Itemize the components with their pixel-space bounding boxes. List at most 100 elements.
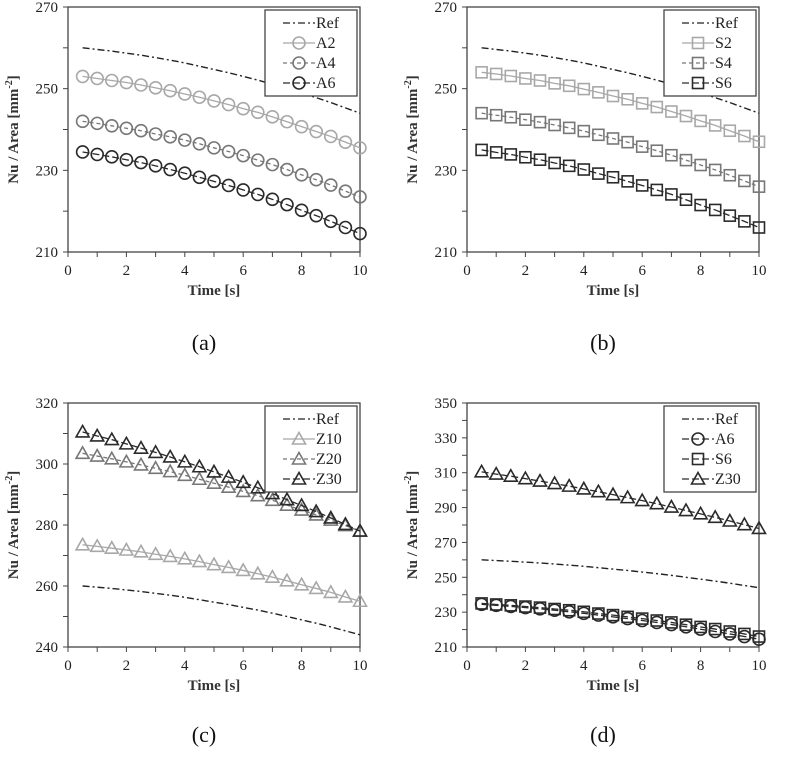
data-point-z20 [133,456,149,471]
data-point-s6 [489,146,503,159]
data-point-s4 [548,118,561,132]
data-point-a6 [105,150,119,164]
series-line-s6 [481,149,760,229]
data-point-s6 [694,620,707,634]
legend-label-a2: A2 [316,35,336,52]
data-point-a4 [250,153,265,167]
panel-caption: (d) [590,722,616,747]
legend-marker-s6 [691,452,705,466]
data-point-z10 [103,540,120,554]
data-point-z10 [308,580,325,595]
data-point-a6 [309,208,324,223]
series-line-s4 [481,112,760,188]
data-point-a6 [353,226,367,241]
data-point-a6 [338,220,353,235]
data-point-z30 [74,423,91,438]
data-point-a2 [265,110,280,124]
data-point-s4 [708,163,722,177]
y-axis-label: Nu / Area [mm-2] [403,471,421,579]
x-tick-label: 2 [123,263,131,279]
data-point-z20 [249,487,266,502]
data-point-s6 [533,153,547,167]
y-tick-label: 350 [435,396,458,412]
data-point-a6 [163,162,177,177]
data-point-a6 [207,174,221,189]
data-point-a4 [221,144,236,159]
data-point-a6 [148,159,163,173]
data-point-a6 [119,152,134,167]
data-point-a2 [250,105,265,120]
y-axis-label-text: Nu / Area [mm [6,88,22,184]
legend-box [264,405,358,493]
data-point-s2 [723,124,737,138]
data-point-z30 [648,495,665,510]
data-point-s6 [548,602,561,616]
x-tick-label: 2 [123,658,131,674]
data-point-s6 [475,143,488,157]
legend-marker-a4 [292,56,306,70]
data-point-s2 [694,114,707,128]
series-line-a6 [82,151,361,235]
data-point-a2 [338,135,353,149]
data-point-s4 [562,121,576,135]
y-tick-label: 230 [435,163,458,179]
data-point-z10 [147,546,164,561]
data-point-z30 [264,485,281,500]
data-point-a2 [294,119,309,134]
x-axis-label: Time [s] [188,678,241,694]
data-point-s2 [519,72,532,85]
data-point-a6 [294,203,309,218]
data-point-s6 [592,167,605,180]
data-point-s4 [475,106,488,120]
data-point-s6 [533,601,547,614]
data-point-s6 [635,179,649,192]
data-point-z10 [89,538,106,553]
x-tick-label: 8 [298,263,306,279]
data-point-a4 [323,178,338,192]
legend-marker-z30 [291,470,307,485]
data-point-s6 [635,612,649,625]
x-axis-label: Time [s] [587,283,640,299]
series-line-a4 [82,120,361,198]
legend-label-s6: S6 [715,451,732,468]
x-tick-label: 6 [638,658,646,674]
data-point-s6 [723,625,737,638]
data-point-z20 [118,453,135,468]
y-tick-label: 270 [435,0,458,16]
y-tick-label: 280 [36,518,59,534]
data-point-s4 [694,158,707,172]
data-point-s4 [621,135,634,149]
y-tick-label: 290 [435,501,458,517]
panel-caption: (c) [192,722,216,747]
data-point-a6 [265,192,280,207]
data-point-z30 [162,448,179,463]
legend-label-ref: Ref [715,15,739,32]
x-tick-label: 6 [638,263,646,279]
data-point-z20 [147,460,164,475]
series-a6 [75,145,367,241]
data-point-a2 [309,124,324,139]
legend-label-s6: S6 [715,75,732,92]
data-point-z10 [74,536,91,551]
x-tick-label: 10 [752,263,767,279]
data-point-z10 [352,593,368,608]
data-point-z20 [103,450,120,465]
data-point-z30 [663,498,680,513]
data-point-s6 [548,156,561,170]
legend-label-ref: Ref [316,15,340,32]
y-axis-label-end: ] [405,75,421,80]
data-point-z10 [249,565,266,580]
data-point-a2 [280,114,294,129]
legend-marker-s6 [691,76,705,90]
data-point-a2 [353,141,367,155]
data-point-a2 [90,71,104,86]
data-point-z20 [74,445,91,460]
series-line-s6 [481,602,760,638]
y-tick-label: 310 [435,466,458,482]
data-point-s6 [621,175,634,188]
data-point-a4 [207,141,221,155]
y-axis-label-superscript: -2 [403,476,414,484]
data-point-s6 [577,163,591,176]
x-tick-label: 8 [697,263,705,279]
